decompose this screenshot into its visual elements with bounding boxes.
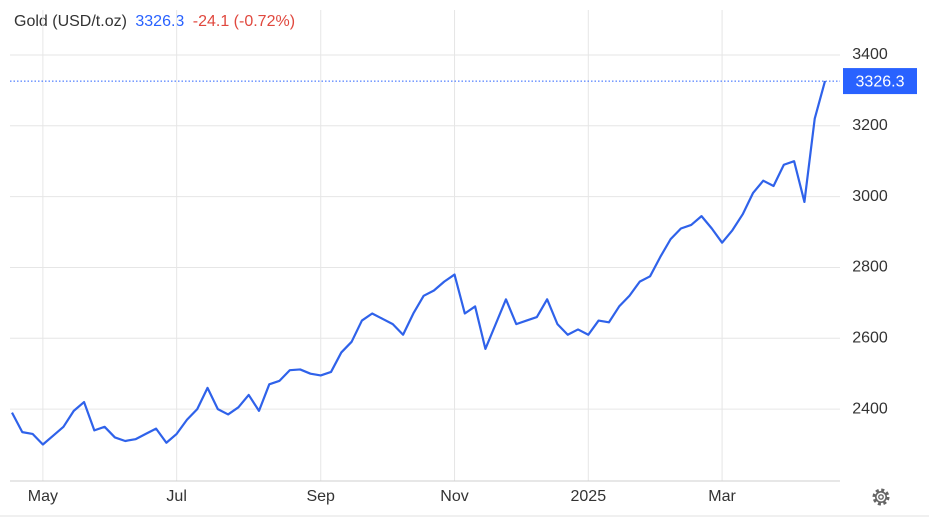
- x-tick-label: Sep: [306, 488, 335, 505]
- settings-icon[interactable]: [872, 488, 890, 506]
- chart-header: Gold (USD/t.oz) 3326.3 -24.1 (-0.72%): [14, 13, 295, 30]
- y-tick-label: 3200: [852, 117, 888, 134]
- last-value: 3326.3: [135, 13, 184, 30]
- gear-teeth: [872, 488, 890, 506]
- x-tick-label: Mar: [708, 488, 736, 505]
- last-price-box: [843, 68, 917, 95]
- grid: [10, 10, 840, 481]
- last-price-label: 3326.3: [856, 73, 905, 90]
- price-line: [11, 80, 827, 446]
- y-tick-label: 2600: [852, 330, 888, 347]
- gear-hub: [878, 494, 884, 500]
- chart-title: Gold (USD/t.oz): [14, 13, 127, 30]
- y-tick-label: 3000: [852, 188, 888, 205]
- x-tick-label: Nov: [440, 488, 468, 505]
- x-tick-label: Jul: [166, 488, 186, 505]
- x-tick-label: May: [28, 488, 58, 505]
- y-tick-label: 3400: [852, 46, 888, 63]
- change: -24.1 (-0.72%): [193, 13, 295, 30]
- y-tick-label: 2400: [852, 400, 888, 417]
- y-tick-label: 2800: [852, 259, 888, 276]
- gear-ring: [875, 491, 887, 503]
- x-tick-label: 2025: [571, 488, 607, 505]
